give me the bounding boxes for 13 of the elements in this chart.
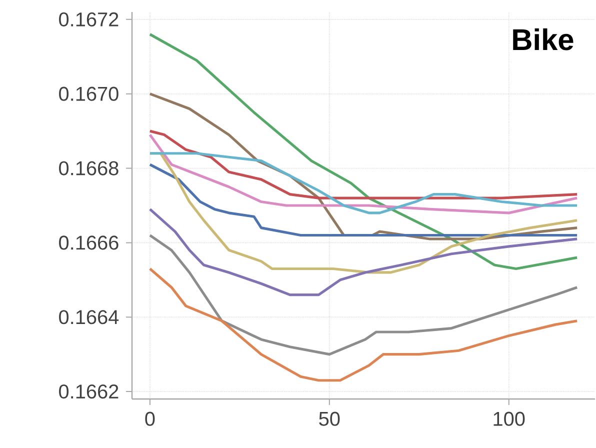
y-tick-label: 0.1668 xyxy=(59,161,118,176)
y-tick-label: 0.1672 xyxy=(59,12,118,26)
x-tick-label: 100 xyxy=(494,412,525,426)
x-tick-label: 50 xyxy=(319,412,340,426)
y-tick-label: 0.1670 xyxy=(59,86,118,101)
line-series xyxy=(148,234,578,356)
y-tick-label: 0.1662 xyxy=(59,384,118,399)
y-tick-label: 0.1664 xyxy=(59,310,119,324)
chart-title: Bike xyxy=(513,28,574,50)
line-series xyxy=(148,208,578,296)
x-tick-label: 0 xyxy=(145,412,155,426)
y-tick-label: 0.1666 xyxy=(59,236,118,250)
line-series xyxy=(148,267,578,382)
